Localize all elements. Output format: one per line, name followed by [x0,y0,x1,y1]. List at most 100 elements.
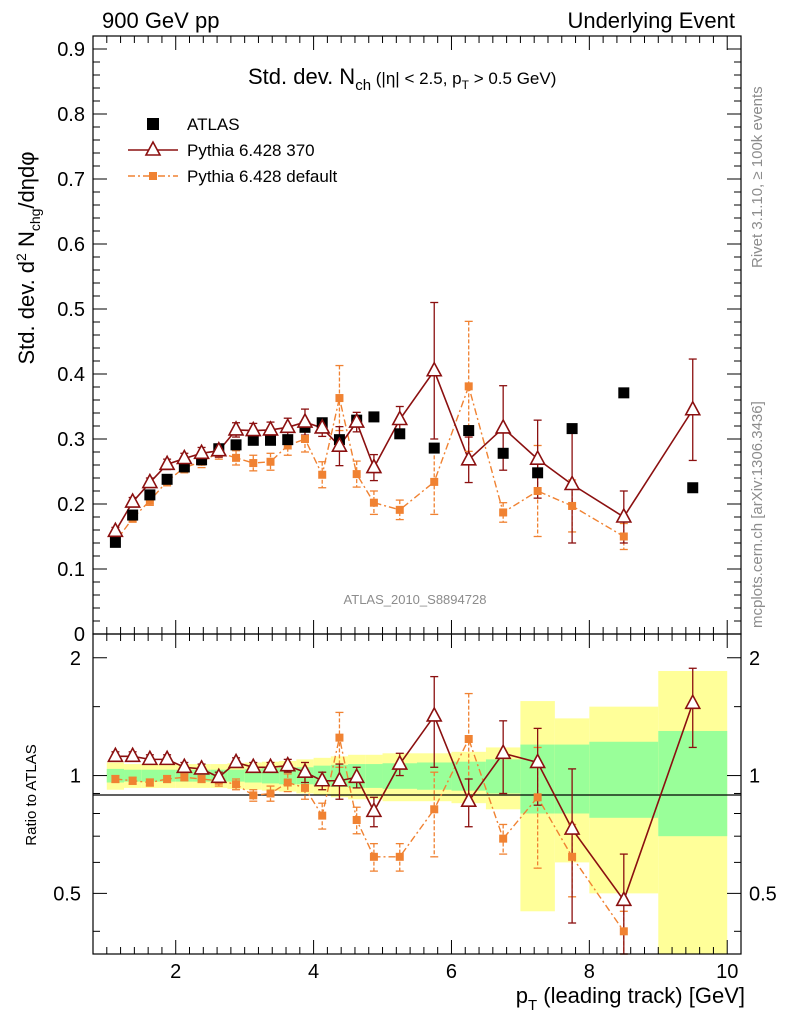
pythia-default-point [352,470,361,479]
ratio-ytick-label-right: 0.5 [749,883,777,905]
pythia-370-point [460,450,478,466]
ratio-pythia-370-point [262,757,279,774]
pythia-370-point [563,474,581,491]
pythia-370-point [279,417,297,434]
pythia-370-point [348,412,366,428]
atlas-data-point [109,536,121,548]
analysis-label: ATLAS_2010_S8894728 [344,592,487,607]
ratio-xtick-label: 6 [446,961,457,983]
atlas-data-point [127,509,139,521]
ratio-pythia-default-point [533,793,542,802]
legend-p370-label: Pythia 6.428 370 [187,141,315,160]
ratio-panel: 2 4 6 8 10 0.5 0.5 1 1 2 2 Ratio to ATLAS pT (lead… [23,633,777,1014]
main-series [107,301,702,551]
ratio-pythia-default-point [249,791,258,800]
ratio-pythia-370-point [158,749,176,766]
pythia-370-point [141,472,159,489]
ratio-pythia-default-point [283,778,292,787]
pythia-default-line [114,384,625,543]
side-text-upper: Rivet 3.1.10, ≥ 100k events [749,86,766,268]
x-axis-label: pT (leading track) [GeV] [516,983,745,1014]
atlas-data-point [265,434,277,446]
atlas-data-point [178,461,190,473]
pythia-default-point [318,470,327,479]
atlas-data-point [618,387,630,399]
pythia-default-point [335,394,344,403]
pythia-370-point [615,507,633,523]
ratio-band-inner [141,769,159,782]
pythia-default-point [395,505,404,514]
pythia-default-point [533,487,542,495]
ratio-pythia-370-point [529,752,546,769]
ratio-ytick-label: 0.5 [53,883,81,905]
ratio-series [107,667,702,955]
legend-p370-marker [144,140,162,156]
ratio-pythia-370-point [684,693,702,710]
pythia-370-point [107,521,124,538]
atlas-data-point [532,467,544,479]
ratio-band-inner [227,769,245,782]
ratio-pythia-default-point [464,735,473,744]
main-ylabel: Std. dev. d2 Nchg/dηdφ [13,151,43,364]
pythia-370-point [313,418,331,434]
header-right-text: Underlying Event [567,8,735,33]
legend: ATLAS Pythia 6.428 370 Pythia 6.428 defa… [128,115,338,186]
atlas-data-point [687,482,699,494]
ratio-band-inner [658,730,728,837]
pythia-370-point [331,436,348,452]
pythia-370-point [244,420,262,437]
legend-pdef-label: Pythia 6.428 default [187,167,338,186]
ratio-pythia-default-point [180,773,189,782]
ratio-xtick-label: 4 [308,961,319,983]
ratio-pythia-default-point [430,805,439,814]
main-ytick-label: 0.5 [57,299,85,321]
atlas-data-point [368,411,380,423]
ratio-pythia-370-point [124,746,141,763]
ratio-pythia-370-point [313,771,331,787]
pythia-370-point [176,448,193,465]
main-ytick-label: 0.7 [57,169,85,191]
ratio-pythia-370-point [296,762,314,779]
main-ytick-label: 0.3 [57,429,85,451]
pythia-370-point [262,420,279,436]
ratio-xtick-label: 10 [716,961,738,983]
ratio-bands [106,671,728,954]
main-ytick-label: 0.1 [57,559,85,581]
main-axes: 0 0.1 0.2 0.3 0.4 0.5 0.6 0.7 0.8 0.9 [57,36,741,646]
chart-title: Std. dev. Nch (|η| < 2.5, pT > 0.5 GeV) [248,64,556,94]
ratio-pythia-370-point [365,801,383,818]
pythia-370-point [684,400,702,416]
ratio-pythia-370-point [279,755,297,772]
pythia-default-point [369,498,378,507]
ratio-xtick-label: 8 [584,961,595,983]
ratio-pythia-370-point [193,759,210,775]
pythia-370-point [158,454,176,471]
atlas-data-point [497,447,509,459]
ratio-pythia-default-point [128,776,137,785]
pythia-370-point [124,492,141,508]
ratio-pythia-370-point [244,757,262,774]
legend-atlas-label: ATLAS [187,115,240,134]
pythia-370-point [210,441,228,457]
ratio-band-inner [365,764,383,788]
main-ytick-label: 0 [74,624,85,646]
main-ytick-label: 0.6 [57,234,85,256]
atlas-data-point [161,473,173,485]
ratio-pythia-370-point [563,819,581,835]
ratio-pythia-370-point [348,767,366,784]
pythia-370-point [227,420,245,436]
ratio-ytick-label: 2 [70,648,81,670]
ratio-pythia-370-point [615,890,633,907]
atlas-data-point [144,489,156,501]
atlas-data-point [282,434,294,446]
atlas-data-point [566,423,578,435]
legend-atlas-marker [147,118,159,130]
ratio-pythia-default-point [318,811,327,820]
atlas-data-point [394,428,406,440]
ratio-pythia-default-point [266,789,275,798]
ratio-pythia-default-point [335,733,344,742]
ratio-pythia-370-point [391,754,409,770]
main-ytick-label: 0.8 [57,104,85,126]
header-left-text: 900 GeV pp [102,8,219,33]
pythia-370-point [193,443,210,460]
